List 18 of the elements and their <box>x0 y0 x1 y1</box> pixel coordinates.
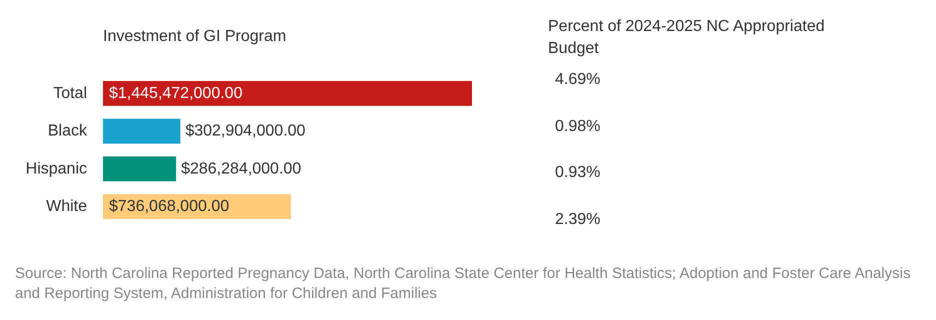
y-tick-label: Black <box>48 122 88 140</box>
text: Percent of 2024-2025 NC Appropriated Budget <box>548 17 826 59</box>
data-label: $736,068,000.00 <box>109 198 230 215</box>
y-tick-label: Hispanic <box>26 160 87 178</box>
chart-title: Investment of GI Program <box>103 27 286 47</box>
data-label: $1,445,472,000.00 <box>109 84 243 102</box>
y-tick-label: Total <box>53 84 87 102</box>
data-label: 0.93% <box>554 163 602 183</box>
data-label: $302,904,000.00 <box>185 122 306 140</box>
data-label: $286,284,000.00 <box>181 160 302 178</box>
bar <box>103 118 180 144</box>
data-label: 2.39% <box>554 210 602 230</box>
data-label: 4.69% <box>554 70 602 90</box>
source-note: Source: North Carolina Reported Pregnancy Data, North Carolina State Center for Health Statistics; Adoption and Foster Care Analysis and Reporting System, Administration for Children and Families <box>15 264 912 304</box>
y-tick-label: White <box>46 198 88 215</box>
data-label: 0.98% <box>554 116 602 136</box>
bar <box>103 156 176 182</box>
bar <box>103 81 472 106</box>
